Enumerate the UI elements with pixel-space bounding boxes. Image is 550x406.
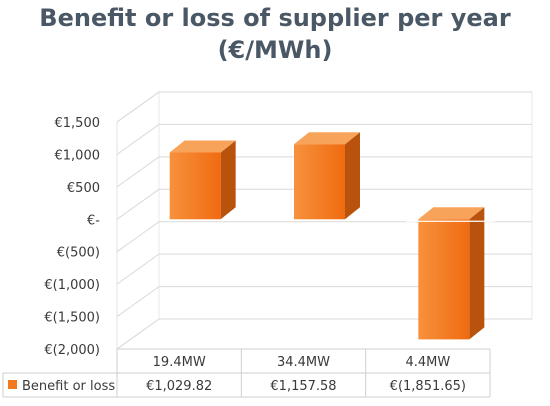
legend-series-name: Benefit or loss [22, 379, 115, 394]
y-axis: €1,500 €1,000 €500 €- €(500) €(1,000) €(1,500)… [44, 116, 100, 358]
gridline [116, 318, 532, 350]
bar [169, 140, 236, 220]
gridline [116, 286, 532, 317]
data-table-value: €(1,851.65) [390, 379, 466, 394]
side-wall [116, 91, 160, 350]
x-category-label: 4.4MW [405, 355, 450, 370]
data-table-value: €1,157.58 [270, 379, 336, 394]
y-tick-label: €500 [67, 181, 100, 196]
chart-title-line-1: Benefit or loss of supplier per year [39, 4, 511, 32]
y-tick-label: €(1,500) [44, 311, 100, 326]
bar-front [169, 152, 221, 220]
y-tick-label: €(1,000) [44, 278, 100, 293]
y-tick-label: €(2,000) [44, 343, 100, 358]
bar-side [345, 132, 360, 220]
gridline [116, 156, 532, 188]
legend-swatch [8, 380, 17, 389]
x-category-label: 34.4MW [277, 355, 330, 370]
bars [169, 132, 495, 340]
chart-title-line-2: (€/MWh) [218, 36, 333, 64]
y-tick-label: €- [87, 213, 100, 228]
data-table: 19.4MW €1,029.82 34.4MW €1,157.58 4.4MW €(1,8… [2, 348, 491, 398]
data-table-value: €1,029.82 [146, 379, 212, 394]
y-tick-label: €1,500 [55, 116, 101, 131]
bar [418, 207, 485, 340]
gridline [116, 123, 532, 155]
bar-side [469, 207, 485, 340]
gridline [116, 91, 532, 123]
y-tick-label: €(500) [57, 246, 100, 261]
gridline [116, 188, 532, 220]
bar-side [220, 140, 236, 220]
bar-top [169, 140, 236, 153]
x-category-label: 19.4MW [153, 355, 206, 370]
gridlines [116, 91, 532, 350]
bar-front [418, 219, 470, 340]
bar-top [294, 132, 360, 145]
bar-front [294, 144, 345, 220]
gridline [116, 253, 532, 285]
y-tick-label: €1,000 [55, 148, 101, 163]
bar [294, 132, 360, 220]
bar-top [418, 207, 485, 220]
chart-title: Benefit or loss of supplier per year (€/… [39, 4, 511, 64]
